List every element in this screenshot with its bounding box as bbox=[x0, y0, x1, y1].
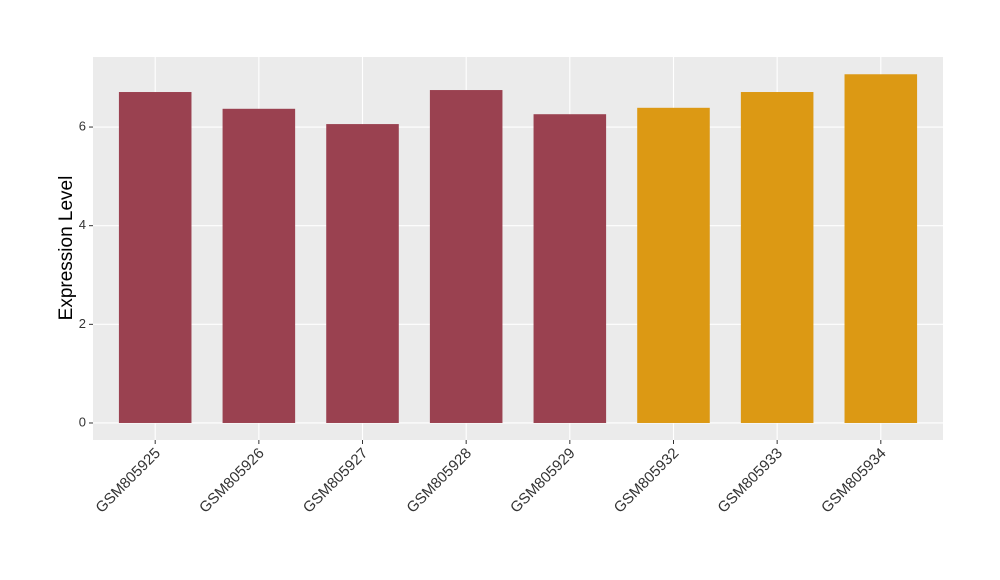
x-tick-label: GSM805929 bbox=[507, 445, 579, 517]
bar bbox=[533, 114, 607, 423]
y-tick-label: 0 bbox=[79, 414, 86, 429]
bar bbox=[118, 92, 192, 423]
bar bbox=[740, 92, 814, 423]
y-tick-label: 2 bbox=[79, 316, 86, 331]
x-tick-label: GSM805933 bbox=[714, 445, 786, 517]
x-tick-label: GSM805927 bbox=[300, 445, 372, 517]
x-tick-label: GSM805928 bbox=[403, 445, 475, 517]
x-tick-label: GSM805926 bbox=[196, 445, 268, 517]
x-tick-label: GSM805934 bbox=[818, 445, 890, 517]
x-tick-label: GSM805925 bbox=[92, 445, 164, 517]
x-tick-label: GSM805932 bbox=[611, 445, 683, 517]
y-axis-title: Expression Level bbox=[56, 176, 77, 321]
y-tick-label: 4 bbox=[79, 217, 86, 232]
bar bbox=[429, 90, 503, 423]
bar bbox=[326, 124, 399, 423]
bar bbox=[844, 74, 918, 423]
bar bbox=[637, 107, 710, 423]
bar bbox=[222, 108, 296, 423]
y-tick-label: 6 bbox=[79, 118, 86, 133]
panel bbox=[93, 57, 943, 440]
